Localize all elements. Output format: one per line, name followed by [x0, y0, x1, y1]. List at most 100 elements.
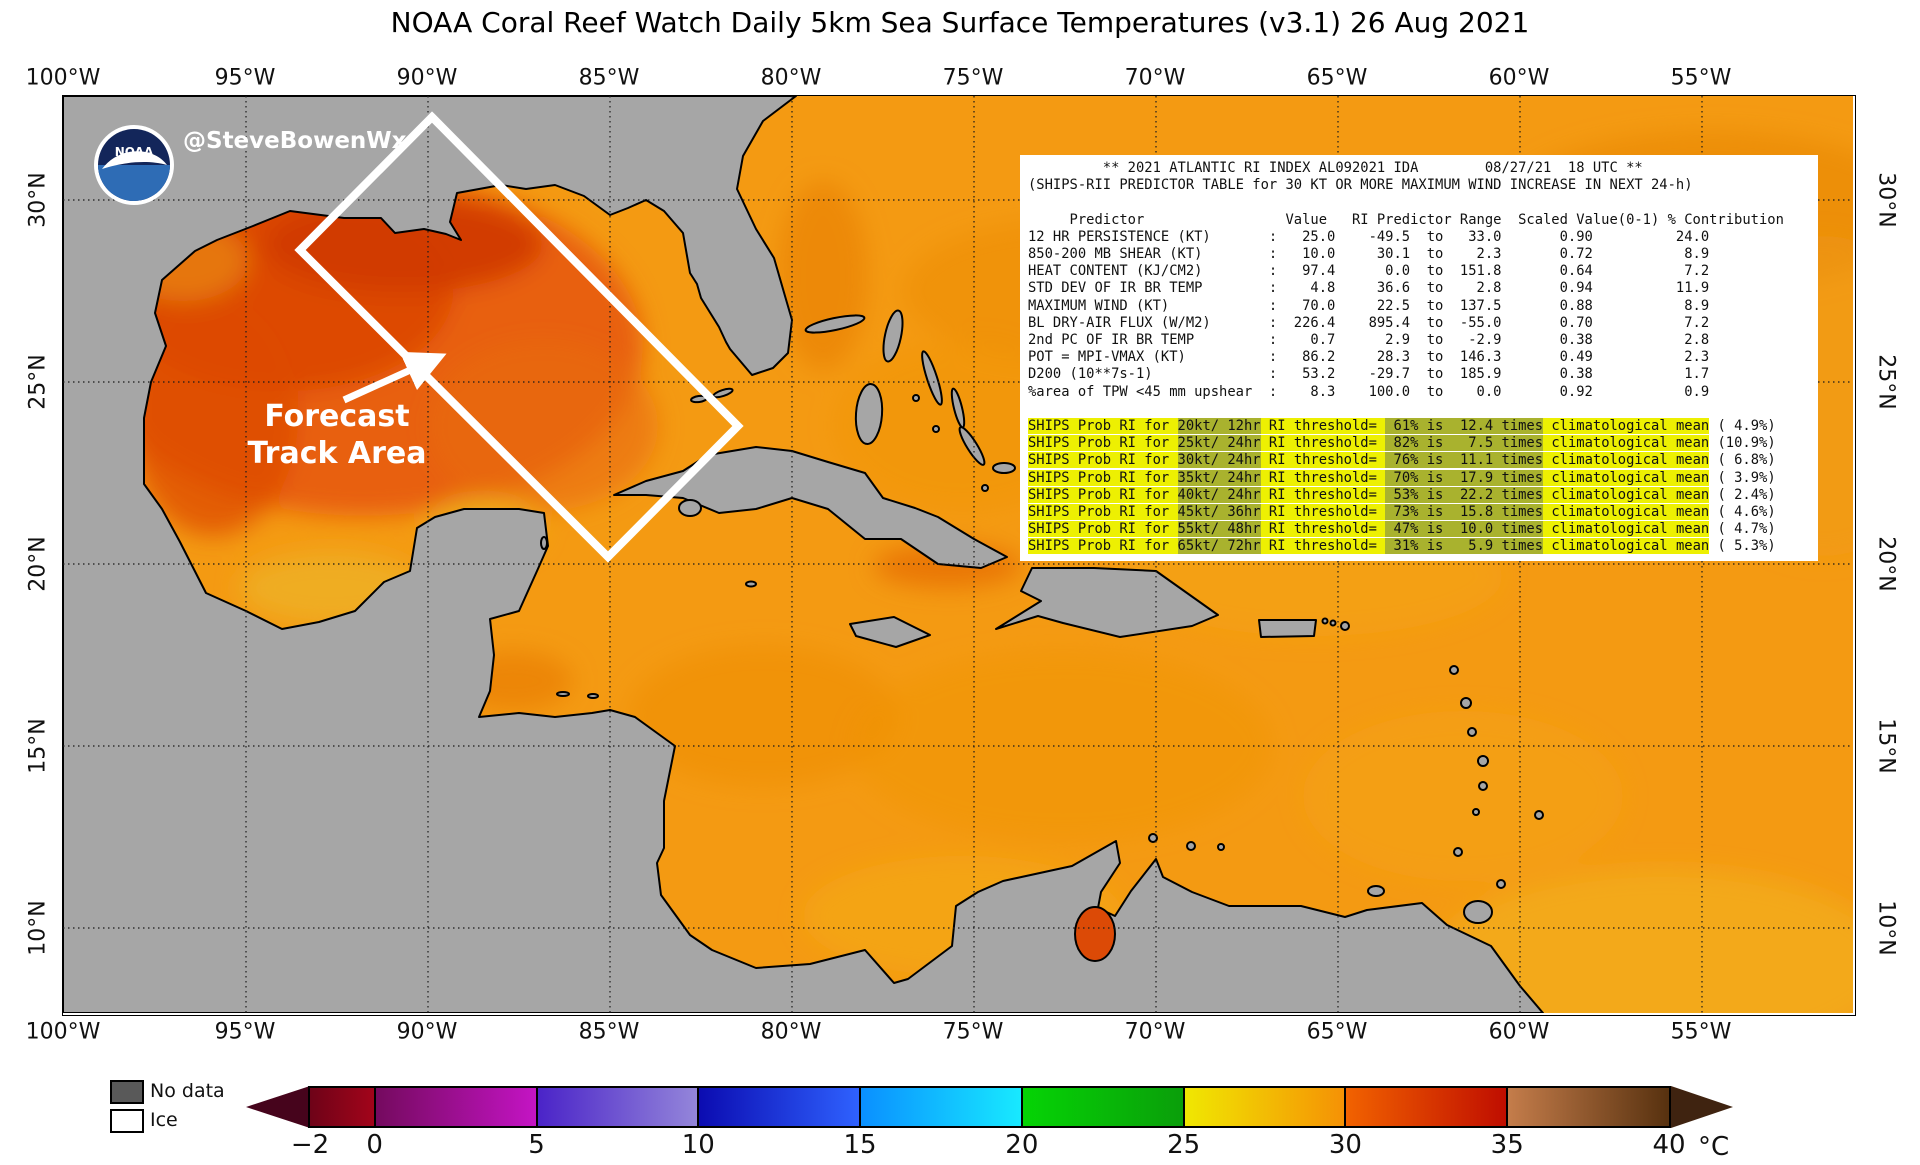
colorbar-tick-20: 20 [1005, 1130, 1039, 1160]
axis-label-top-95°W: 95°W [214, 65, 276, 91]
colorbar-divider-15 [859, 1086, 862, 1128]
axis-label-top-75°W: 75°W [942, 65, 1004, 91]
axis-label-left-25°N: 25°N [25, 354, 51, 410]
ships-prob-ri-line: SHIPS Prob RI for 20kt/ 12hr RI threshol… [1028, 418, 1776, 435]
colorbar-divider-30 [1344, 1086, 1347, 1128]
ri-table-line: POT = MPI-VMAX (KT) : 86.2 28.3 to 146.3… [1028, 349, 1710, 366]
colorbar-segment-0-5 [374, 1088, 537, 1126]
colorbar-segment-20-25 [1021, 1088, 1184, 1126]
page-title: NOAA Coral Reef Watch Daily 5km Sea Surf… [390, 6, 1530, 39]
axis-label-right-15°N: 15°N [1873, 718, 1899, 774]
ri-table-line: 12 HR PERSISTENCE (KT) : 25.0 -49.5 to 3… [1028, 228, 1710, 245]
forecast-track-arrow [342, 351, 447, 404]
colorbar-segment-10-15 [698, 1088, 861, 1126]
axis-label-top-100°W: 100°W [25, 65, 101, 91]
forecast-track-annotation: Forecast Track Area [232, 398, 442, 472]
ships-prob-ri-line: SHIPS Prob RI for 25kt/ 24hr RI threshol… [1028, 435, 1776, 452]
colorbar-segment--2-0 [310, 1088, 375, 1126]
ri-table-line: %area of TPW <45 mm upshear : 8.3 100.0 … [1028, 383, 1710, 400]
colorbar-segment-35-40 [1507, 1088, 1669, 1126]
ri-table-line: ** 2021 ATLANTIC RI INDEX AL092021 IDA 0… [1028, 160, 1643, 176]
forecast-track-annotation-line2: Track Area [247, 436, 427, 471]
colorbar-left-arrow [246, 1086, 310, 1128]
colorbar-tick-5: 5 [528, 1130, 545, 1160]
ri-table-line: D200 (10**7s-1) : 53.2 -29.7 to 185.9 0.… [1028, 366, 1710, 383]
ri-table-line [1028, 401, 1810, 418]
colorbar-tick-30: 30 [1328, 1130, 1362, 1160]
axis-label-right-25°N: 25°N [1873, 354, 1899, 410]
axis-label-top-80°W: 80°W [760, 65, 822, 91]
forecast-track-annotation-line1: Forecast [264, 399, 410, 434]
lake-maracaibo-hot-water [1074, 906, 1116, 962]
colorbar-tick-15: 15 [843, 1130, 877, 1160]
colorbar-divider-0 [373, 1086, 376, 1128]
axis-label-bottom-80°W: 80°W [760, 1019, 822, 1045]
axis-label-bottom-95°W: 95°W [214, 1019, 276, 1045]
axis-label-right-10°N: 10°N [1873, 900, 1899, 956]
colorbar-tick-10: 10 [681, 1130, 715, 1160]
colorbar-divider-5 [535, 1086, 538, 1128]
colorbar-tick-25: 25 [1167, 1130, 1201, 1160]
ships-prob-ri-line: SHIPS Prob RI for 35kt/ 24hr RI threshol… [1028, 469, 1776, 486]
colorbar-tick-0: 0 [366, 1130, 383, 1160]
ri-table-line: 850-200 MB SHEAR (KT) : 10.0 30.1 to 2.3… [1028, 246, 1710, 263]
island-puerto-rico [1258, 619, 1317, 638]
axis-label-top-55°W: 55°W [1670, 65, 1732, 91]
no-data-swatch [110, 1080, 144, 1104]
ri-table-line: Predictor Value RI Predictor Range Scale… [1028, 211, 1784, 228]
colorbar-divider-20 [1020, 1086, 1023, 1128]
ships-prob-ri-line: SHIPS Prob RI for 55kt/ 48hr RI threshol… [1028, 521, 1776, 538]
ri-table-line: (SHIPS-RII PREDICTOR TABLE for 30 KT OR … [1028, 177, 1693, 194]
isle-of-youth [678, 499, 702, 517]
island-trinidad [1463, 900, 1493, 924]
ri-table-line: BL DRY-AIR FLUX (W/M2) : 226.4 895.4 to … [1028, 314, 1710, 331]
axis-label-bottom-100°W: 100°W [25, 1019, 101, 1045]
colorbar-segment-5-10 [536, 1088, 699, 1126]
ships-ri-index-table: ** 2021 ATLANTIC RI INDEX AL092021 IDA 0… [1020, 155, 1818, 561]
axis-label-top-90°W: 90°W [396, 65, 458, 91]
colorbar-segment-15-20 [860, 1088, 1022, 1126]
axis-label-right-20°N: 20°N [1873, 536, 1899, 592]
axis-label-top-85°W: 85°W [578, 65, 640, 91]
axis-label-bottom-55°W: 55°W [1670, 1019, 1732, 1045]
axis-label-left-15°N: 15°N [25, 718, 51, 774]
island-hispaniola [995, 567, 1219, 638]
ri-table-line: MAXIMUM WIND (KT) : 70.0 22.5 to 137.5 0… [1028, 297, 1710, 314]
axis-label-bottom-60°W: 60°W [1488, 1019, 1550, 1045]
axis-label-top-65°W: 65°W [1306, 65, 1368, 91]
axis-label-bottom-65°W: 65°W [1306, 1019, 1368, 1045]
axis-label-left-30°N: 30°N [25, 172, 51, 228]
colorbar-divider-10 [697, 1086, 700, 1128]
colorbar-tick-35: 35 [1490, 1130, 1524, 1160]
island-cuba [613, 446, 1008, 569]
forecast-track-box [294, 111, 744, 563]
ships-prob-ri-line: SHIPS Prob RI for 65kt/ 72hr RI threshol… [1028, 538, 1776, 555]
axis-label-left-20°N: 20°N [25, 536, 51, 592]
ships-prob-ri-line: SHIPS Prob RI for 45kt/ 36hr RI threshol… [1028, 504, 1776, 521]
colorbar-segment-30-35 [1345, 1088, 1508, 1126]
land-north-central-south-america [62, 95, 1544, 1014]
colorbar-tick-−2: −2 [290, 1130, 330, 1160]
axis-label-top-60°W: 60°W [1488, 65, 1550, 91]
axis-label-top-70°W: 70°W [1124, 65, 1186, 91]
colorbar-right-arrow [1671, 1086, 1733, 1128]
ice-label: Ice [150, 1109, 178, 1131]
colorbar-tick-40: 40 [1652, 1130, 1686, 1160]
colorbar-divider-35 [1506, 1086, 1509, 1128]
axis-label-right-30°N: 30°N [1873, 172, 1899, 228]
noaa-logo: NOAA [94, 125, 174, 205]
axis-label-bottom-70°W: 70°W [1124, 1019, 1186, 1045]
colorbar-unit-label: °C [1698, 1132, 1730, 1162]
ice-swatch [110, 1109, 144, 1133]
ships-prob-ri-line: SHIPS Prob RI for 30kt/ 24hr RI threshol… [1028, 452, 1776, 469]
axis-label-bottom-75°W: 75°W [942, 1019, 1004, 1045]
axis-label-bottom-85°W: 85°W [578, 1019, 640, 1045]
axis-label-left-10°N: 10°N [25, 900, 51, 956]
ri-table-line: 2nd PC OF IR BR TEMP : 0.7 2.9 to -2.9 0… [1028, 332, 1710, 349]
island-jamaica [849, 616, 931, 648]
ri-table-line [1028, 194, 1810, 211]
noaa-logo-text: NOAA [115, 145, 154, 159]
twitter-handle: @SteveBowenWx [183, 128, 407, 154]
axis-label-bottom-90°W: 90°W [396, 1019, 458, 1045]
